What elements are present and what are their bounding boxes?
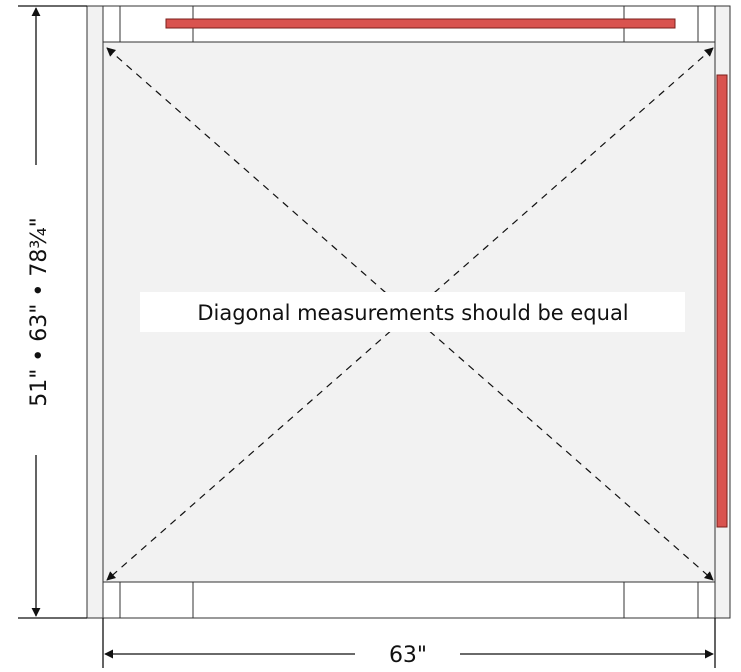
top-slat: [165, 18, 676, 29]
right-slat: [716, 74, 728, 528]
note-background: [140, 292, 685, 332]
height-label: 51" • 63" • 78¾": [27, 217, 52, 407]
diagonal-note: Diagonal measurements should be equal: [197, 301, 628, 325]
bottom-crossbar: [102, 581, 716, 619]
width-label: 63": [389, 643, 427, 668]
